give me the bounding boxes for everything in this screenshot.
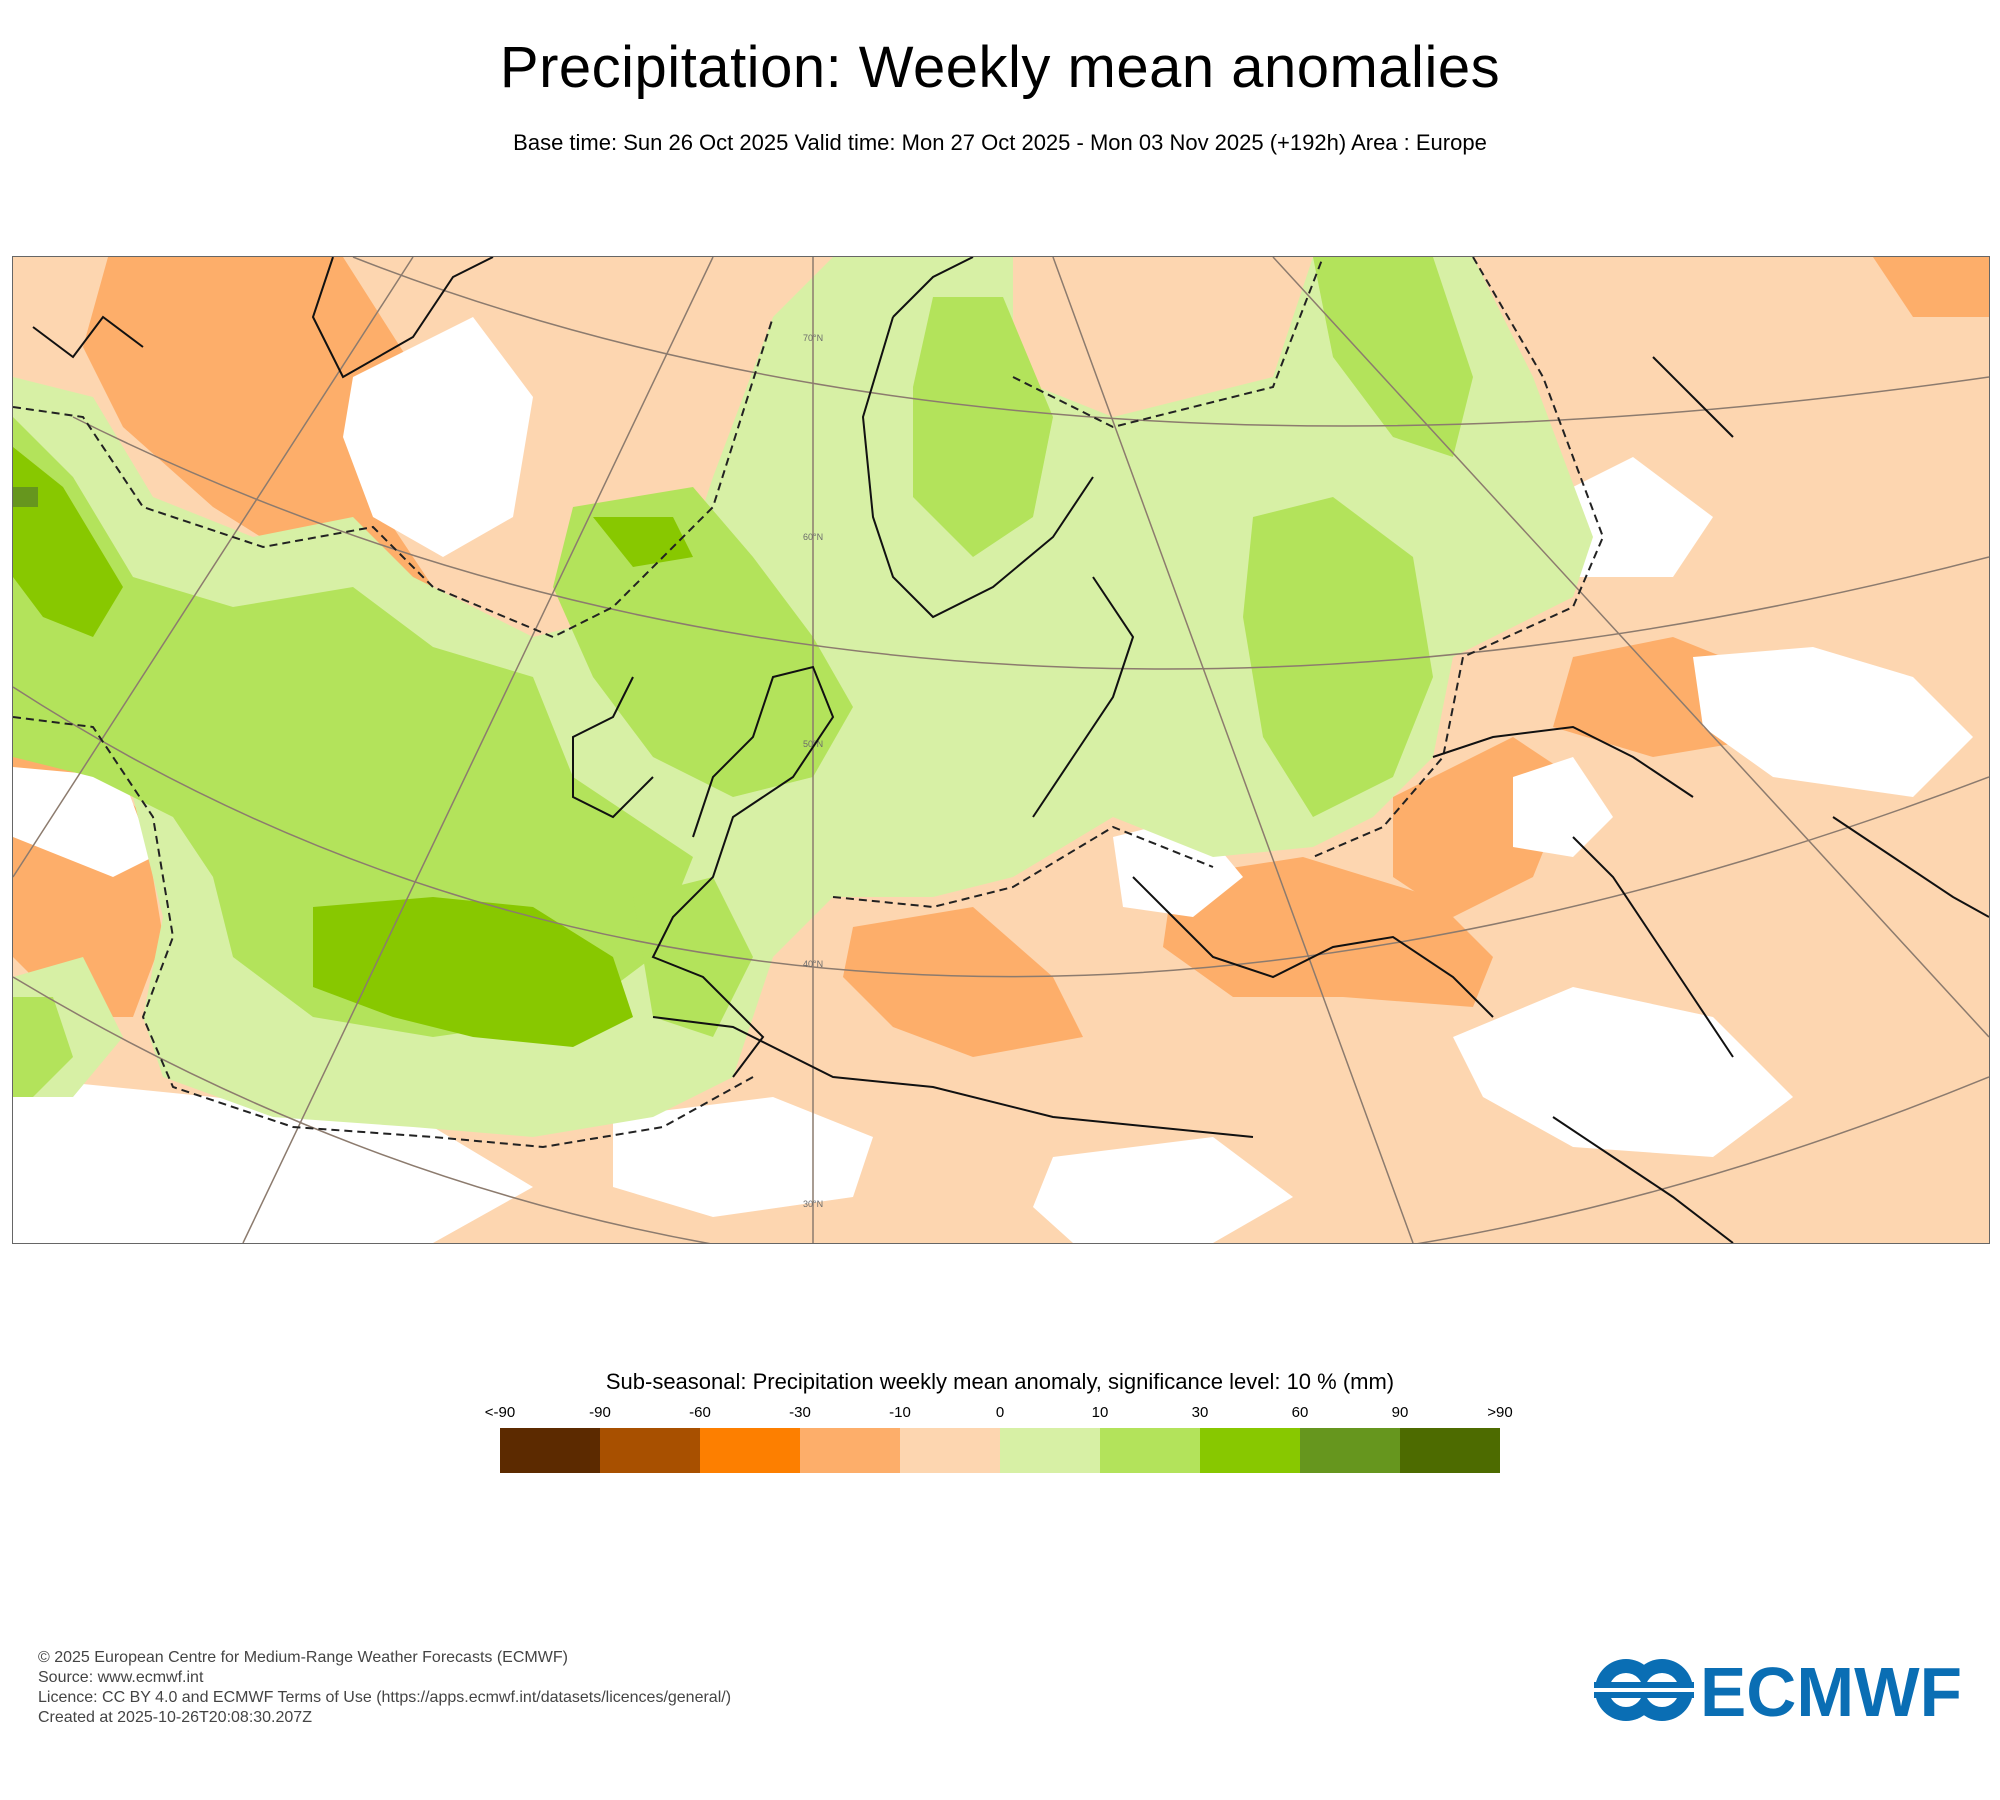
logo-wordmark: ECMWF: [1700, 1654, 1962, 1726]
legend-tick: -10: [889, 1404, 911, 1421]
created-text: Created at 2025-10-26T20:08:30.207Z: [38, 1709, 312, 1726]
legend-swatch: [1100, 1428, 1200, 1473]
copyright-text: © 2025 European Centre for Medium-Range …: [38, 1649, 568, 1666]
lat-label-30: 30°N: [803, 1199, 823, 1209]
white-sahara: [1033, 1137, 1293, 1243]
anomaly-west-edge-green: [13, 997, 73, 1097]
legend-tick: 60: [1291, 1404, 1309, 1421]
anomaly-mediterranean-west: [843, 907, 1083, 1057]
map-panel[interactable]: 70°N 60°N 50°N 40°N 30°N: [12, 256, 1990, 1244]
white-west-edge: [13, 767, 153, 877]
anomaly-arctic-east: [1873, 257, 1989, 317]
chart-title: Precipitation: Weekly mean anomalies: [499, 35, 1501, 100]
anomaly-darkgreen-spot: [13, 487, 38, 507]
legend-swatch: [1000, 1428, 1100, 1473]
ecmwf-logo: ECMWF: [1590, 1654, 1962, 1726]
legend-swatch: [1400, 1428, 1500, 1473]
legend-swatch: [1200, 1428, 1300, 1473]
anomaly-map: 70°N 60°N 50°N 40°N 30°N: [13, 257, 1989, 1243]
legend-title: Sub-seasonal: Precipitation weekly mean …: [605, 1369, 1395, 1394]
anomaly-west-atlantic-strong: [13, 447, 123, 637]
anomaly-eastern-europe: [1243, 497, 1433, 817]
legend-tick: -30: [789, 1404, 811, 1421]
anomaly-northwest-russia: [1313, 257, 1473, 457]
anomaly-scandinavia: [913, 297, 1053, 557]
legend-colorbar: [500, 1428, 1500, 1473]
legend-swatch: [700, 1428, 800, 1473]
anomaly-british-isles: [553, 487, 853, 797]
licence-text: Licence: CC BY 4.0 and ECMWF Terms of Us…: [38, 1689, 732, 1706]
anomaly-atlantic-green: [13, 417, 693, 1037]
white-north-africa: [613, 1097, 873, 1217]
anomaly-azores-strong: [313, 897, 633, 1047]
white-caspian: [1513, 757, 1613, 857]
legend-swatch: [900, 1428, 1000, 1473]
white-central-asia: [1693, 647, 1973, 797]
footer-credits: © 2025 European Centre for Medium-Range …: [38, 1648, 731, 1728]
legend-tick: -90: [589, 1404, 611, 1421]
anomaly-northsea-strong: [593, 517, 693, 567]
legend-swatch: [500, 1428, 600, 1473]
lat-label-70: 70°N: [803, 333, 823, 343]
lat-label-60: 60°N: [803, 532, 823, 542]
white-middle-east: [1453, 987, 1793, 1157]
legend-tick: 30: [1191, 1404, 1209, 1421]
legend-tick: 0: [995, 1404, 1005, 1421]
chart-subtitle: Base time: Sun 26 Oct 2025 Valid time: M…: [513, 130, 1487, 155]
graticule: [13, 257, 1989, 1243]
legend-swatch: [800, 1428, 900, 1473]
legend-tick-labels: <-90 -90 -60 -30 -10 0 10 30 60 90 >90: [485, 1404, 1513, 1426]
coastlines: [32, 257, 1989, 1243]
legend-tick: 10: [1091, 1404, 1109, 1421]
white-subtropical-atlantic: [13, 1077, 533, 1243]
lat-label-40: 40°N: [803, 959, 823, 969]
white-iceland-region: [343, 317, 533, 557]
ecmwf-emblem-icon: [1590, 1659, 1694, 1721]
legend-tick: -60: [689, 1404, 711, 1421]
lat-label-50: 50°N: [803, 739, 823, 749]
source-text: Source: www.ecmwf.int: [38, 1669, 204, 1686]
anomaly-mediterranean-east: [1163, 857, 1493, 1007]
legend-swatch: [1300, 1428, 1400, 1473]
legend-tick: <-90: [484, 1404, 516, 1421]
legend-tick: 90: [1391, 1404, 1409, 1421]
legend-swatch: [600, 1428, 700, 1473]
significance-contours: [13, 257, 1605, 1149]
legend-tick: >90: [1487, 1404, 1513, 1421]
